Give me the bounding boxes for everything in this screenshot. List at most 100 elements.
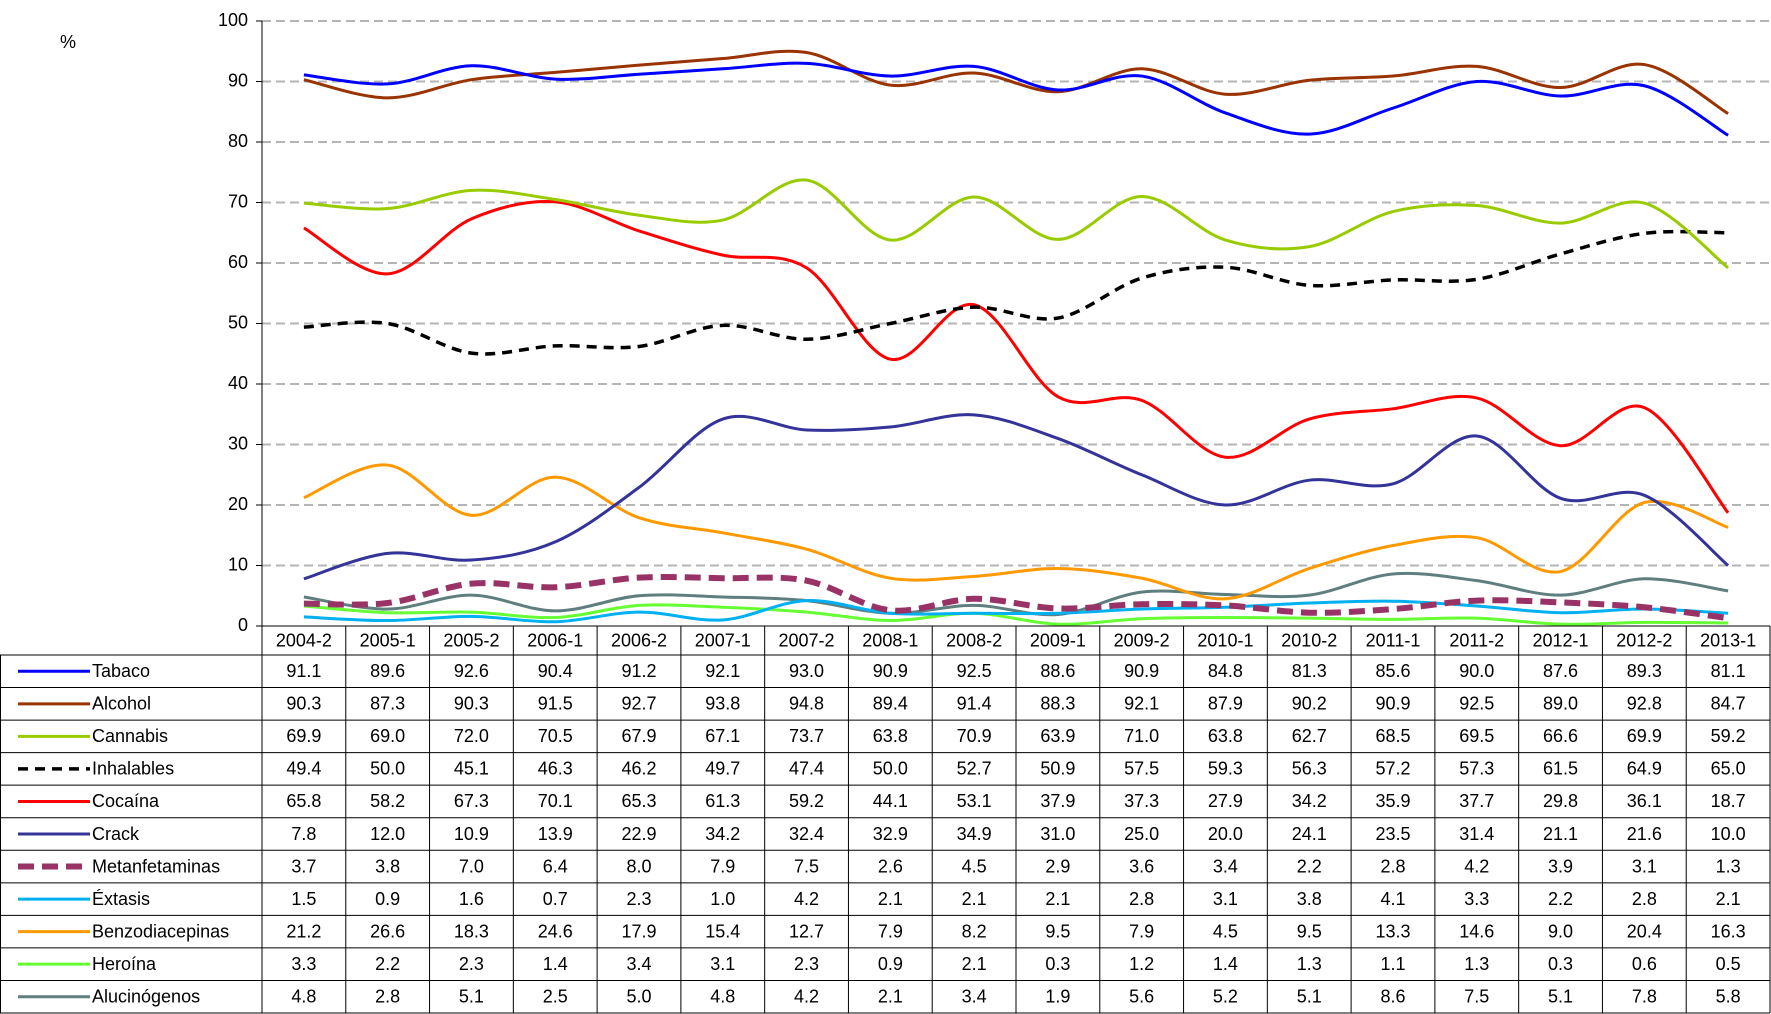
series-line: [303, 413, 1730, 581]
table-value: 57.2: [1375, 759, 1410, 779]
table-value: 70.5: [538, 726, 573, 746]
table-value: 10.9: [454, 824, 489, 844]
table-value: 1.1: [1380, 954, 1405, 974]
table-value: 0.9: [878, 954, 903, 974]
table-value: 7.8: [1632, 986, 1657, 1006]
y-tick-label: 100: [218, 10, 248, 30]
table-value: 1.6: [459, 889, 484, 909]
series-line: [303, 599, 1729, 624]
table-value: 3.4: [962, 986, 987, 1006]
table-value: 91.2: [621, 661, 656, 681]
x-tick-label: 2009-2: [1114, 630, 1170, 650]
x-tick-label: 2010-1: [1197, 630, 1253, 650]
table-value: 3.3: [1464, 889, 1489, 909]
table-value: 92.6: [454, 661, 489, 681]
table-value: 2.1: [962, 954, 987, 974]
table-value: 92.1: [1124, 694, 1159, 714]
table-value: 24.1: [1292, 824, 1327, 844]
legend-label: Cocaína: [92, 791, 160, 811]
table-value: 12.7: [789, 921, 824, 941]
series-line: [303, 603, 1729, 626]
table-value: 32.9: [873, 824, 908, 844]
table-value: 21.2: [286, 921, 321, 941]
table-value: 85.6: [1375, 661, 1410, 681]
table-value: 34.2: [1292, 791, 1327, 811]
table-value: 9.5: [1297, 921, 1322, 941]
table-value: 21.6: [1627, 824, 1662, 844]
table-value: 2.5: [543, 986, 568, 1006]
x-tick-label: 2006-2: [611, 630, 667, 650]
table-value: 69.9: [1627, 726, 1662, 746]
table-value: 25.0: [1124, 824, 1159, 844]
series-line: [303, 463, 1729, 601]
table-value: 3.1: [1632, 856, 1657, 876]
table-value: 23.5: [1375, 824, 1410, 844]
table-value: 69.9: [286, 726, 321, 746]
x-tick-label: 2013-1: [1700, 630, 1756, 650]
table-value: 89.6: [370, 661, 405, 681]
y-tick-label: 60: [228, 252, 248, 272]
table-value: 37.9: [1040, 791, 1075, 811]
table-value: 91.1: [286, 661, 321, 681]
table-value: 90.4: [538, 661, 573, 681]
table-value: 71.0: [1124, 726, 1159, 746]
table-value: 90.9: [1124, 661, 1159, 681]
table-value: 2.9: [1045, 856, 1070, 876]
table-value: 10.0: [1711, 824, 1746, 844]
series-line: [303, 61, 1729, 137]
table-value: 14.6: [1459, 921, 1494, 941]
table-value: 7.0: [459, 856, 484, 876]
y-tick-label: 90: [228, 70, 248, 90]
table-value: 50.0: [370, 759, 405, 779]
table-value: 89.4: [873, 694, 908, 714]
table-value: 1.4: [1213, 954, 1238, 974]
table-value: 91.4: [957, 694, 992, 714]
table-value: 3.8: [375, 856, 400, 876]
x-tick-label: 2012-1: [1533, 630, 1589, 650]
table-value: 29.8: [1543, 791, 1578, 811]
table-value: 2.1: [962, 889, 987, 909]
table-value: 72.0: [454, 726, 489, 746]
table-value: 3.4: [1213, 856, 1238, 876]
table-value: 4.8: [291, 986, 316, 1006]
table-value: 5.1: [1297, 986, 1322, 1006]
table-value: 7.9: [1129, 921, 1154, 941]
table-value: 61.5: [1543, 759, 1578, 779]
table-value: 5.0: [626, 986, 651, 1006]
table-value: 93.8: [705, 694, 740, 714]
table-value: 67.3: [454, 791, 489, 811]
table-value: 2.1: [878, 986, 903, 1006]
table-value: 3.9: [1548, 856, 1573, 876]
table-value: 3.8: [1297, 889, 1322, 909]
table-value: 67.9: [621, 726, 656, 746]
table-value: 31.4: [1459, 824, 1494, 844]
table-value: 1.0: [710, 889, 735, 909]
table-value: 4.1: [1380, 889, 1405, 909]
table-value: 7.5: [794, 856, 819, 876]
y-tick-label: 40: [228, 373, 248, 393]
table-value: 2.6: [878, 856, 903, 876]
table-value: 3.4: [626, 954, 651, 974]
x-tick-label: 2008-2: [946, 630, 1002, 650]
table-value: 87.9: [1208, 694, 1243, 714]
x-tick-label: 2011-2: [1449, 630, 1504, 650]
table-value: 63.9: [1040, 726, 1075, 746]
table-value: 91.5: [538, 694, 573, 714]
table-value: 5.8: [1716, 986, 1741, 1006]
table-value: 8.6: [1380, 986, 1405, 1006]
table-value: 64.9: [1627, 759, 1662, 779]
table-value: 7.8: [291, 824, 316, 844]
table-value: 66.6: [1543, 726, 1578, 746]
table-value: 70.1: [538, 791, 573, 811]
table-value: 2.8: [1129, 889, 1154, 909]
table-value: 36.1: [1627, 791, 1662, 811]
table-value: 59.3: [1208, 759, 1243, 779]
table-value: 32.4: [789, 824, 824, 844]
table-value: 26.6: [370, 921, 405, 941]
legend-label: Alcohol: [92, 694, 151, 714]
y-tick-label: 0: [238, 615, 248, 635]
table-value: 3.1: [710, 954, 735, 974]
table-value: 8.2: [962, 921, 987, 941]
table-value: 2.1: [1716, 889, 1741, 909]
table-value: 90.3: [454, 694, 489, 714]
